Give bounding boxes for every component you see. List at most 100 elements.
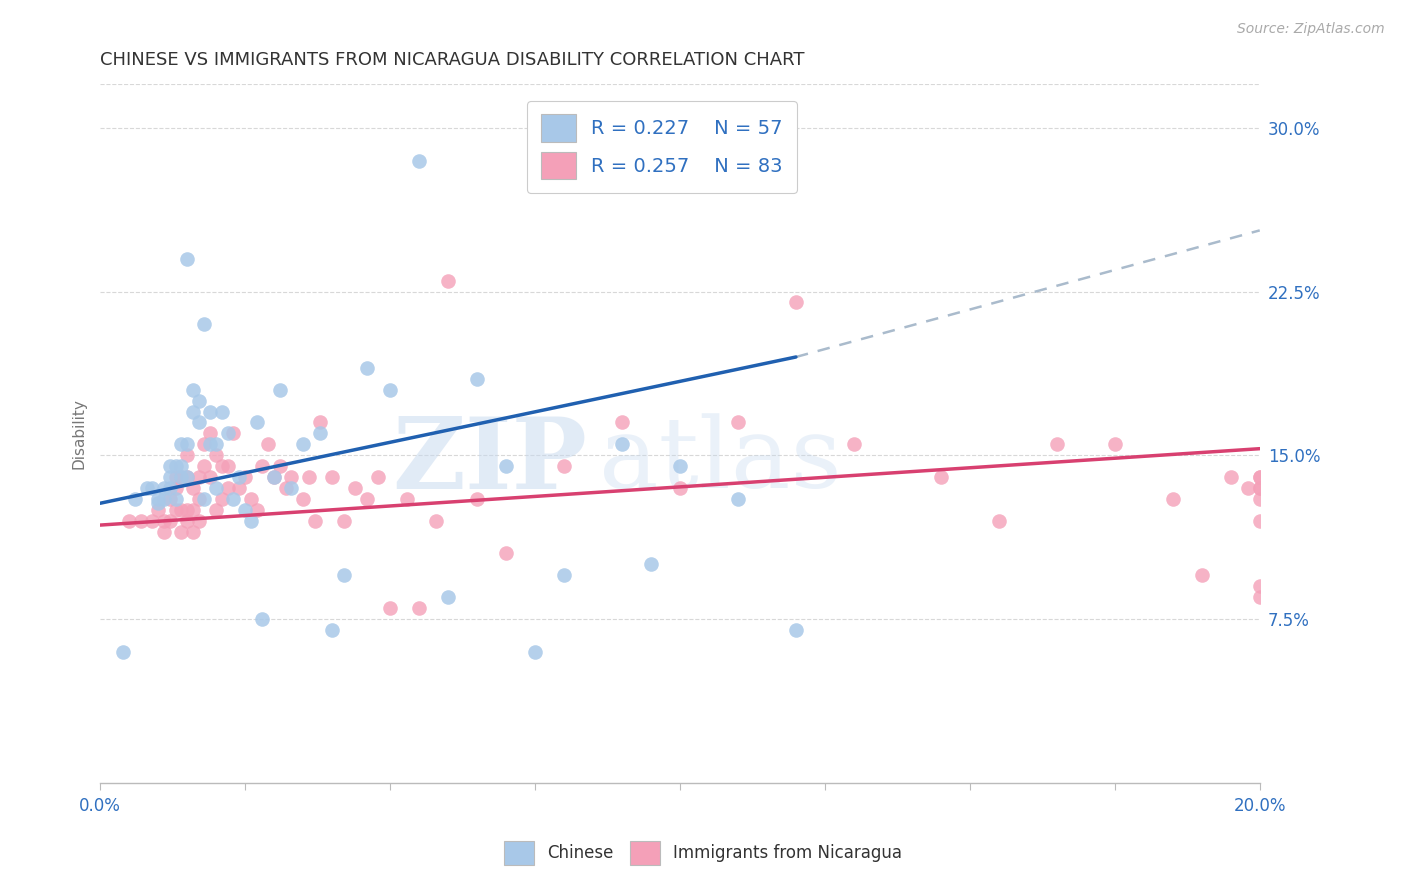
Point <box>205 448 228 462</box>
Point <box>181 481 204 495</box>
Point <box>124 491 146 506</box>
Point <box>378 601 401 615</box>
Text: ZIP: ZIP <box>392 413 588 510</box>
Point <box>610 416 633 430</box>
Point <box>524 645 547 659</box>
Point <box>193 437 215 451</box>
Point <box>309 426 332 441</box>
Point <box>187 470 209 484</box>
Point <box>181 524 204 539</box>
Point <box>118 514 141 528</box>
Point <box>170 470 193 484</box>
Point <box>176 470 198 484</box>
Point <box>1046 437 1069 451</box>
Point <box>159 514 181 528</box>
Point <box>367 470 389 484</box>
Point <box>181 404 204 418</box>
Point <box>495 459 517 474</box>
Point <box>344 481 367 495</box>
Point <box>252 459 274 474</box>
Point <box>228 470 250 484</box>
Point <box>200 470 222 484</box>
Point <box>165 470 187 484</box>
Text: Source: ZipAtlas.com: Source: ZipAtlas.com <box>1237 22 1385 37</box>
Y-axis label: Disability: Disability <box>72 398 86 469</box>
Point <box>1249 579 1271 593</box>
Point <box>181 383 204 397</box>
Point <box>146 496 169 510</box>
Point <box>193 318 215 332</box>
Point <box>146 491 169 506</box>
Point <box>465 372 488 386</box>
Point <box>176 503 198 517</box>
Point <box>176 470 198 484</box>
Point <box>1237 481 1260 495</box>
Point <box>842 437 865 451</box>
Point <box>165 459 187 474</box>
Point <box>495 546 517 560</box>
Legend: R = 0.227    N = 57, R = 0.257    N = 83: R = 0.227 N = 57, R = 0.257 N = 83 <box>527 101 797 193</box>
Point <box>153 514 176 528</box>
Point <box>1249 481 1271 495</box>
Point <box>176 437 198 451</box>
Point <box>437 274 460 288</box>
Point <box>165 491 187 506</box>
Point <box>176 252 198 266</box>
Point <box>217 481 239 495</box>
Point <box>785 295 807 310</box>
Point <box>205 503 228 517</box>
Point <box>1161 491 1184 506</box>
Point <box>246 503 269 517</box>
Point <box>181 503 204 517</box>
Point <box>263 470 285 484</box>
Point <box>233 470 256 484</box>
Point <box>135 481 157 495</box>
Point <box>211 404 233 418</box>
Point <box>727 416 749 430</box>
Point <box>356 360 378 375</box>
Point <box>669 459 692 474</box>
Point <box>298 470 321 484</box>
Point <box>1249 491 1271 506</box>
Point <box>246 416 269 430</box>
Point <box>217 459 239 474</box>
Point <box>176 448 198 462</box>
Point <box>396 491 419 506</box>
Text: CHINESE VS IMMIGRANTS FROM NICARAGUA DISABILITY CORRELATION CHART: CHINESE VS IMMIGRANTS FROM NICARAGUA DIS… <box>100 51 804 69</box>
Point <box>1219 470 1241 484</box>
Point <box>437 590 460 604</box>
Point <box>425 514 447 528</box>
Point <box>187 514 209 528</box>
Point <box>239 491 262 506</box>
Point <box>193 459 215 474</box>
Point <box>205 481 228 495</box>
Point <box>929 470 952 484</box>
Point <box>465 491 488 506</box>
Point <box>356 491 378 506</box>
Point <box>1249 470 1271 484</box>
Point <box>211 491 233 506</box>
Point <box>408 153 430 168</box>
Point <box>332 514 354 528</box>
Point <box>170 470 193 484</box>
Point <box>159 470 181 484</box>
Point <box>141 481 163 495</box>
Point <box>1249 514 1271 528</box>
Point <box>304 514 326 528</box>
Point <box>200 437 222 451</box>
Point <box>274 481 297 495</box>
Point <box>153 491 176 506</box>
Point <box>263 470 285 484</box>
Point <box>280 481 302 495</box>
Point <box>193 491 215 506</box>
Point <box>187 393 209 408</box>
Point <box>321 623 343 637</box>
Point <box>987 514 1010 528</box>
Point <box>200 404 222 418</box>
Point <box>553 459 575 474</box>
Point <box>669 481 692 495</box>
Point <box>176 514 198 528</box>
Point <box>1249 481 1271 495</box>
Point <box>408 601 430 615</box>
Point <box>252 612 274 626</box>
